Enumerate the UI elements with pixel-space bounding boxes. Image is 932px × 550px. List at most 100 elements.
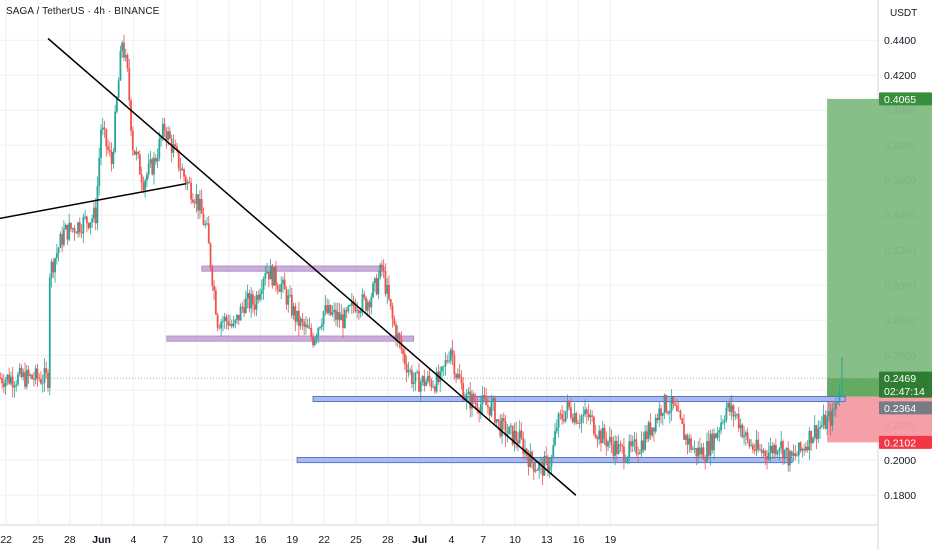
candle-body [232, 323, 235, 327]
candle-body [520, 430, 523, 438]
candle-body [776, 451, 779, 455]
candle-body [518, 430, 521, 444]
y-tick-label: 0.4200 [884, 70, 916, 82]
candle-body [684, 435, 687, 440]
candle-body [218, 327, 221, 329]
candle-body [674, 403, 677, 406]
candle-body [29, 374, 32, 376]
candle-body [559, 413, 562, 415]
candle-body [223, 316, 226, 322]
candle-body [110, 151, 113, 164]
candle-body [151, 159, 154, 175]
candle-body [50, 261, 53, 278]
candle-body [396, 333, 399, 340]
candle-body [833, 408, 836, 410]
candle-body [252, 294, 254, 305]
candle-body [222, 321, 224, 323]
candle-body [783, 449, 786, 459]
candle-body [584, 409, 586, 415]
candle-body [329, 305, 332, 315]
candle-body [653, 427, 655, 432]
candle-body [259, 293, 261, 300]
candle-body [354, 306, 357, 312]
candle-body [267, 271, 270, 280]
candle-body [169, 131, 171, 139]
candle-body [741, 424, 744, 438]
candle-body [61, 234, 64, 245]
candle-body [338, 312, 341, 321]
candle-body [322, 311, 325, 325]
candle-body [91, 218, 94, 223]
candle-body [336, 312, 339, 320]
candle-body [562, 419, 565, 422]
candle-body [368, 301, 371, 308]
candle-body [778, 448, 781, 452]
candle-body [359, 310, 362, 314]
candle-body [532, 462, 535, 472]
candle-body [617, 444, 620, 454]
candle-body [720, 422, 722, 431]
candle-body [315, 335, 318, 339]
candle-body [372, 283, 374, 298]
candle-body [285, 289, 288, 305]
target-zone[interactable] [827, 98, 932, 397]
candle-body [511, 425, 514, 445]
candle-body [282, 279, 284, 284]
rising-trendline[interactable] [0, 183, 186, 223]
candle-body [517, 440, 519, 444]
candle-body [637, 453, 639, 455]
candle-body [554, 431, 556, 446]
candle-body [623, 446, 625, 462]
descending-trendline[interactable] [47, 37, 577, 496]
candle-body [244, 298, 247, 313]
candle-body [704, 459, 707, 462]
candle-body [70, 222, 72, 229]
candle-body [557, 413, 560, 428]
support-zone-blue[interactable] [312, 395, 846, 403]
candle-body [375, 278, 378, 295]
candle-body [485, 398, 488, 406]
candle-body [391, 306, 394, 319]
resistance-zone-purple[interactable] [201, 265, 385, 272]
candle-body [310, 327, 313, 337]
y-tick-label: 0.2000 [884, 455, 916, 467]
candle-body [426, 375, 429, 382]
candle-body [642, 440, 645, 450]
candle-body [287, 295, 290, 305]
candle-body [350, 301, 353, 306]
candle-body [393, 318, 396, 325]
candle-body [469, 391, 472, 409]
candle-body [743, 435, 745, 438]
candle-body [679, 411, 682, 419]
candle-body [499, 421, 502, 437]
candle-body [17, 374, 19, 385]
candle-body [48, 277, 51, 388]
x-tick-label: 13 [541, 534, 553, 546]
candle-body [651, 427, 654, 436]
candle-body [455, 374, 457, 379]
candle-body [331, 312, 334, 315]
candle-body [709, 433, 712, 456]
candle-body [660, 408, 662, 416]
x-tick-label: 13 [223, 534, 235, 546]
candle-body [213, 285, 215, 291]
candle-body [423, 376, 426, 386]
candle-body [451, 349, 454, 355]
candle-body [587, 413, 590, 418]
candle-body [601, 427, 604, 444]
candle-body [630, 441, 632, 447]
candle-body [822, 414, 825, 426]
candle-body [663, 394, 666, 414]
target-price-label: 0.4065 [884, 94, 916, 106]
candle-body [365, 297, 367, 311]
candle-body [654, 417, 657, 432]
candle-body [578, 423, 581, 424]
candle-body [594, 434, 597, 438]
candle-body [177, 150, 180, 169]
candle-body [797, 442, 800, 456]
resistance-zone-purple[interactable] [166, 335, 415, 342]
candle-body [614, 440, 616, 456]
candle-body [414, 372, 417, 383]
candle-body [564, 411, 567, 422]
